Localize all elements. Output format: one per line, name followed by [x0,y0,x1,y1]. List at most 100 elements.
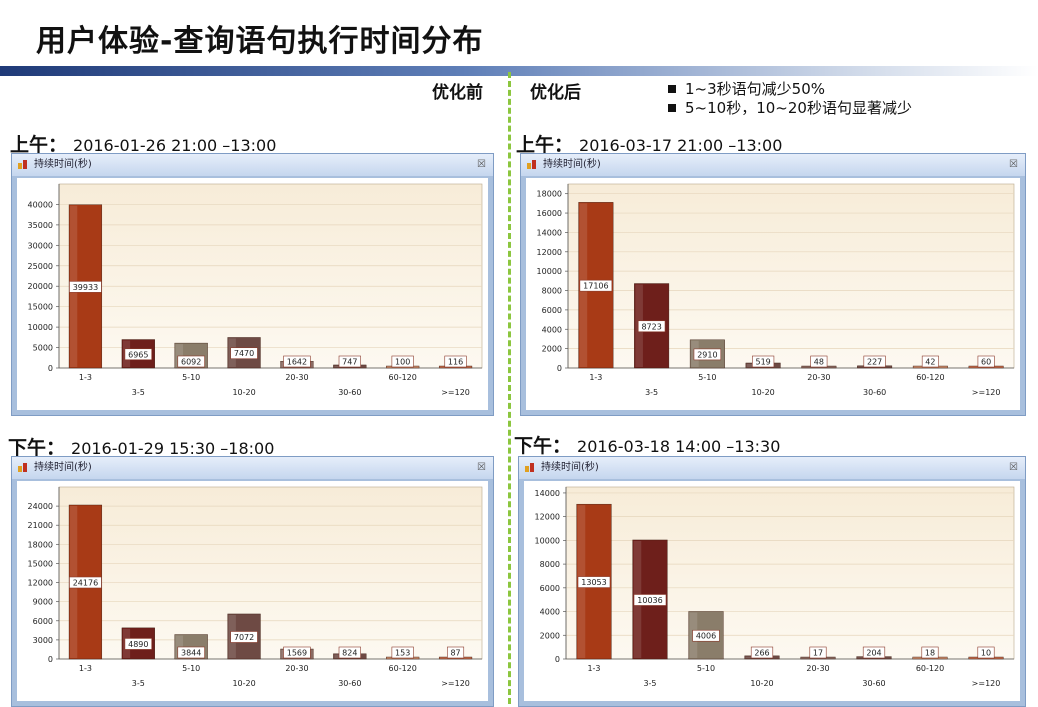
data-label: 4890 [128,640,148,649]
y-tick-label: 15000 [28,559,53,568]
chart-window-after-am[interactable]: 持续时间(秒) ☒ 0 2000 4000 6000 8000 10000 12000 140… [520,153,1026,416]
x-tick-label: >=120 [441,679,470,688]
chart-window-before-am[interactable]: 持续时间(秒) ☒ 0 5000 10000 15000 20000 25000 30000… [11,153,494,416]
y-tick-label: 8000 [540,560,560,569]
y-tick-label: 2000 [542,345,562,354]
x-tick-label: 5-10 [697,664,715,673]
data-label-box [633,594,667,606]
data-label: 519 [755,358,770,367]
y-tick-label: 6000 [542,306,562,315]
window-titlebar: 持续时间(秒) ☒ [12,457,493,479]
data-label: 39933 [73,283,98,292]
y-tick-label: 35000 [28,221,53,230]
close-icon[interactable]: ☒ [1009,159,1018,170]
data-label: 8723 [641,322,661,331]
data-label-box [692,629,720,642]
chart-app-icon [18,160,28,169]
y-tick-label: 21000 [28,521,53,530]
x-tick-label: 1-3 [587,664,600,673]
x-tick-label: 3-5 [643,679,656,688]
data-label: 100 [395,358,410,367]
notes-list: 1~3秒语句减少50% 5~10秒，10~20秒语句显著减少 [668,80,912,118]
chart-window-after-pm[interactable]: 持续时间(秒) ☒ 0 2000 4000 6000 8000 10000 12000 140… [518,456,1026,707]
x-tick-label: 10-20 [750,679,773,688]
data-label-box [69,281,102,293]
y-tick-label: 4000 [542,325,562,334]
data-label-box [283,646,311,659]
chart-app-icon [18,463,28,472]
y-tick-label: 10000 [537,267,562,276]
y-tick-label: 10000 [535,536,560,545]
x-tick-label: 1-3 [79,664,92,673]
plot-area [58,183,483,369]
y-tick-label: 4000 [540,608,560,617]
y-tick-label: 40000 [28,200,53,209]
x-tick-label: 60-120 [389,664,417,673]
data-label-box [444,355,467,368]
window-title: 持续时间(秒) [541,462,599,473]
data-label: 266 [754,649,769,658]
data-label: 824 [342,649,357,658]
x-tick-label: 3-5 [132,679,145,688]
close-icon[interactable]: ☒ [1009,462,1018,473]
y-tick-label: 3000 [33,636,53,645]
x-tick-label: 60-120 [389,373,417,382]
data-label: 60 [981,358,991,367]
chart-area: 0 3000 6000 9000 12000 15000 18000 21000 24000 24… [17,481,488,701]
column-divider [508,72,511,704]
data-label: 227 [867,358,882,367]
x-tick-label: 5-10 [182,373,200,382]
data-label-box [977,355,995,368]
square-bullet-icon [668,85,676,93]
x-tick-label: 20-30 [807,373,830,382]
data-label-box [69,576,102,589]
close-icon[interactable]: ☒ [477,462,486,473]
chart-area: 0 2000 4000 6000 8000 10000 12000 14000 13053 1-3… [524,481,1020,701]
data-label-box [338,355,361,368]
x-tick-label: 10-20 [232,679,255,688]
bar-chart: 0 5000 10000 15000 20000 25000 30000 35000 40000… [28,183,483,397]
y-tick-label: 14000 [535,489,560,498]
y-tick-label: 0 [48,364,53,373]
data-label-box [124,348,153,361]
y-tick-label: 12000 [537,248,562,257]
x-tick-label: 20-30 [806,664,829,673]
title-underline-bar [0,66,1038,76]
y-tick-label: 10000 [28,323,53,332]
data-label-box [637,320,666,333]
bar-chart: 0 2000 4000 6000 8000 10000 12000 14000 16000 180… [537,183,1015,397]
data-label-box [447,646,465,659]
data-label-box [177,355,205,368]
note-item: 5~10秒，10~20秒语句显著减少 [668,99,912,118]
window-title: 持续时间(秒) [34,462,92,473]
x-tick-label: 10-20 [232,388,255,397]
x-tick-label: 1-3 [79,373,92,382]
chart-window-before-pm[interactable]: 持续时间(秒) ☒ 0 3000 6000 9000 12000 15000 18000 21… [11,456,494,707]
heading-before: 优化前 [432,83,483,103]
data-label: 1569 [287,649,307,658]
data-label: 13053 [581,578,606,587]
x-tick-label: >=120 [972,679,1001,688]
chart-label-after-pm: 下午： 2016-03-18 14:00 –13:30 [514,435,781,457]
y-tick-label: 15000 [28,303,53,312]
x-tick-label: 60-120 [916,373,944,382]
data-label: 204 [866,649,881,658]
y-tick-label: 0 [555,655,560,664]
x-tick-label: 30-60 [863,388,886,397]
chart-label-after-am: 上午： 2016-03-17 21:00 –13:00 [516,134,783,156]
x-tick-label: >=120 [972,388,1001,397]
close-icon[interactable]: ☒ [477,159,486,170]
x-tick-label: 30-60 [862,679,885,688]
note-item: 1~3秒语句减少50% [668,80,912,99]
data-label-box [862,646,886,659]
data-label: 17106 [583,282,608,291]
y-tick-label: 12000 [535,513,560,522]
bar-chart: 0 2000 4000 6000 8000 10000 12000 14000 13053 1-3… [535,486,1015,688]
data-label: 17 [813,649,823,658]
data-label: 3844 [181,649,201,658]
y-tick-label: 8000 [542,287,562,296]
data-label: 2910 [697,350,717,359]
data-label-box [863,355,886,368]
data-label: 10036 [637,596,662,605]
data-label: 87 [450,649,460,658]
